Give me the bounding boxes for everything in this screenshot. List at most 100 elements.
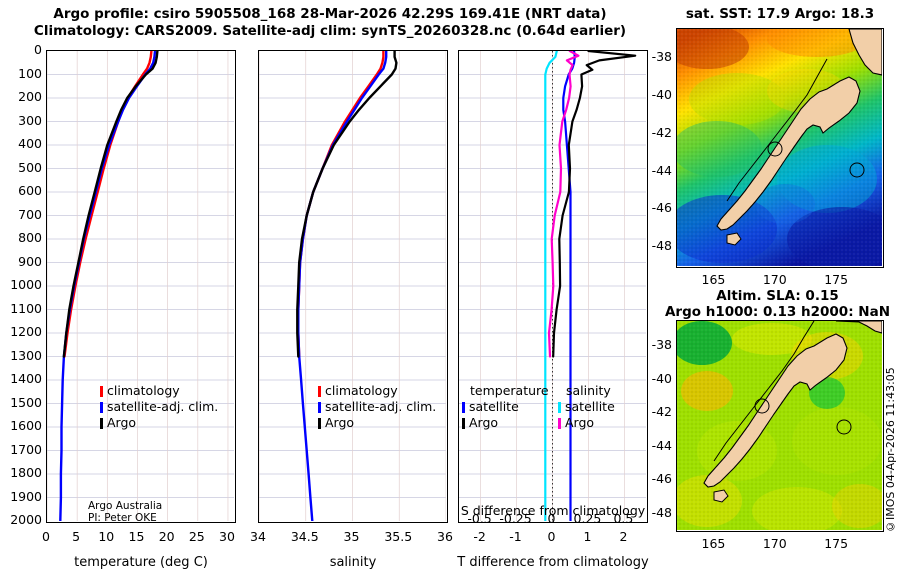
latitude-tick-label: -42 (651, 404, 672, 420)
depth-tick-label: 1600 (10, 418, 42, 433)
latitude-tick-label: -44 (651, 162, 672, 178)
legend-label: satellite (565, 399, 615, 414)
longitude-tick-label: 175 (824, 272, 849, 287)
difference-legend-salinity-column: salinity satellite Argo (558, 383, 648, 431)
legend-item: climatology (318, 383, 436, 399)
salinity-legend: climatology satellite-adj. clim. Argo (318, 383, 436, 431)
credit-line-1: Argo Australia (88, 500, 163, 512)
temperature-legend: climatology satellite-adj. clim. Argo (100, 383, 218, 431)
depth-tick-label: 300 (18, 112, 42, 128)
salinity-profile-panel (258, 50, 448, 523)
s-difference-tick-label: -0.5 (467, 511, 492, 526)
color-swatch-icon (318, 417, 321, 429)
depth-tick-label: 800 (18, 230, 42, 245)
color-swatch-icon (558, 401, 561, 413)
latitude-tick-label: -48 (651, 238, 672, 254)
color-swatch-icon (462, 401, 465, 413)
color-swatch-icon (100, 385, 103, 397)
color-swatch-icon (462, 417, 465, 429)
latitude-tick-label: -38 (651, 48, 672, 64)
sla-map-image (677, 321, 882, 530)
depth-tick-label: 1100 (10, 300, 42, 316)
salinity-tick-label: 35 (343, 529, 360, 544)
longitude-tick-label: 165 (701, 272, 726, 287)
latitude-tick-label: -46 (651, 200, 672, 216)
color-swatch-icon (100, 401, 103, 413)
sla-title-line-2: Argo h1000: 0.13 h2000: NaN (664, 304, 891, 320)
legend-item: satellite-adj. clim. (100, 399, 218, 415)
legend-item: satellite (462, 399, 558, 415)
difference-plot-area (459, 51, 646, 521)
contour-ring (836, 419, 852, 435)
s-difference-tick-label: 0.25 (573, 511, 602, 526)
depth-tick-label: 500 (18, 159, 42, 175)
sst-map-title: sat. SST: 17.9 Argo: 18.3 (685, 6, 875, 22)
t-difference-tick-label: 0 (547, 529, 556, 544)
land-north-island (848, 29, 882, 76)
legend-item: Argo (462, 415, 558, 431)
legend-label: Argo (325, 415, 355, 430)
sst-map-panel (676, 28, 884, 268)
salinity-tick-label: 34.5 (290, 529, 319, 544)
depth-tick-label: 100 (18, 65, 42, 81)
color-swatch-icon (318, 385, 321, 397)
depth-tick-label: 1900 (10, 488, 42, 504)
temperature-tick-label: 5 (72, 529, 81, 544)
latitude-tick-label: -42 (651, 124, 672, 140)
legend-item: climatology (100, 383, 218, 399)
t-difference-tick-label: 2 (619, 529, 628, 544)
legend-label: satellite-adj. clim. (325, 399, 437, 414)
salinity-x-axis-label: salinity (329, 555, 377, 570)
legend-item: Argo (100, 415, 218, 431)
land-south-island (716, 76, 861, 231)
temperature-tick-label: 30 (219, 529, 235, 544)
title-line-1: Argo profile: csiro 5905508_168 28-Mar-2… (53, 6, 607, 22)
salinity-plot-area (259, 51, 446, 521)
temperature-tick-label: 15 (128, 529, 145, 544)
sla-map-title: Altim. SLA: 0.15 Argo h1000: 0.13 h2000:… (655, 288, 900, 320)
s-difference-tick-label: -0.25 (499, 511, 532, 526)
temperature-tick-label: 20 (158, 529, 175, 544)
legend-item: Argo (558, 415, 648, 431)
copyright-text: ©IMOS 04-Apr-2026 11:43:05 (884, 367, 897, 533)
depth-tick-label: 1400 (10, 371, 42, 386)
legend-column-header: temperature (470, 383, 549, 398)
longitude-tick-label: 170 (762, 272, 787, 287)
longitude-tick-label: 175 (824, 536, 849, 551)
credit-line-2: PI: Peter OKE (88, 512, 157, 524)
data-credit: Argo Australia PI: Peter OKE (88, 500, 162, 524)
depth-tick-label: 600 (18, 183, 42, 198)
land-north-island (835, 321, 882, 334)
legend-label: climatology (325, 383, 398, 398)
depth-tick-label: 2000 (10, 512, 42, 527)
color-swatch-icon (558, 417, 561, 429)
t-difference-tick-label: -2 (473, 529, 486, 544)
temperature-profile-panel (46, 50, 236, 523)
depth-tick-label: 1200 (10, 324, 42, 339)
coastal-contour (726, 58, 828, 202)
temperature-plot-area (47, 51, 234, 521)
depth-tick-label: 0 (34, 42, 42, 57)
s-difference-axis-label: S difference from climatology (460, 503, 646, 518)
contour-ring (767, 141, 783, 157)
depth-tick-label: 1300 (10, 347, 42, 363)
difference-legend: temperature satellite Argo salinity sate… (462, 383, 648, 431)
s-difference-tick-label: 0.5 (613, 511, 634, 526)
temperature-tick-label: 10 (98, 529, 115, 544)
color-swatch-icon (100, 417, 103, 429)
depth-tick-label: 900 (18, 253, 42, 269)
legend-label: Argo (107, 415, 137, 430)
legend-label: climatology (107, 383, 180, 398)
land-south-island (703, 333, 848, 488)
legend-label: Argo (565, 415, 595, 430)
legend-item: satellite (558, 399, 648, 415)
figure-title: Argo profile: csiro 5905508_168 28-Mar-2… (0, 6, 660, 40)
salinity-tick-label: 34 (250, 529, 266, 544)
salinity-tick-label: 35.5 (384, 529, 413, 544)
sla-title-line-1: Altim. SLA: 0.15 (716, 288, 839, 304)
salinity-tick-label: 36 (437, 529, 453, 544)
sla-map-panel (676, 320, 884, 532)
legend-item: satellite-adj. clim. (318, 399, 436, 415)
legend-column-header: salinity (566, 383, 611, 398)
legend-label: satellite (469, 399, 519, 414)
